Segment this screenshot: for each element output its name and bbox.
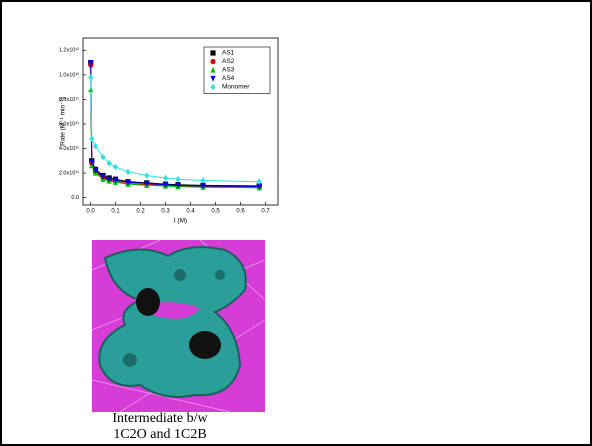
y-tick-label: 0.0 xyxy=(71,195,79,201)
legend-marker xyxy=(210,59,215,64)
slide-border xyxy=(1,1,591,445)
structure-image xyxy=(92,240,265,412)
x-tick-label: 0.1 xyxy=(111,209,120,215)
legend-label: AS3 xyxy=(222,67,235,74)
x-axis-label: I (M) xyxy=(174,218,187,225)
x-tick-label: 0.5 xyxy=(211,209,220,215)
y-tick-label: 2.0x10¹¹ xyxy=(59,171,79,177)
y-tick-label: 1.2x10¹² xyxy=(59,48,79,54)
x-tick-label: 0.4 xyxy=(186,209,195,215)
legend-label: AS1 xyxy=(222,50,235,57)
x-tick-label: 0.3 xyxy=(161,209,170,215)
caption-line: Intermediate b/w xyxy=(112,411,208,426)
x-tick-label: 0.6 xyxy=(236,209,245,215)
legend-label: AS2 xyxy=(222,58,235,65)
y-tick-label: 4.0x10¹¹ xyxy=(59,146,79,152)
slide-canvas: Intermediate b/w 1C2O and 1C2B 0.0 2.0x10… xyxy=(0,0,592,446)
x-tick-label: 0.0 xyxy=(86,209,95,215)
y-axis-label: Rate (M⁻¹ min⁻¹) xyxy=(60,97,67,146)
legend-label: Monomer xyxy=(222,84,250,91)
legend-label: AS4 xyxy=(222,75,235,82)
legend-marker xyxy=(210,50,215,55)
x-tick-label: 0.2 xyxy=(136,209,145,215)
slide: Intermediate b/w 1C2O and 1C2B 0.0 2.0x10… xyxy=(0,0,592,446)
caption-line: 1C2O and 1C2B xyxy=(113,427,206,442)
y-tick-label: 1.0x10¹² xyxy=(59,72,79,78)
x-tick-label: 0.7 xyxy=(261,209,270,215)
